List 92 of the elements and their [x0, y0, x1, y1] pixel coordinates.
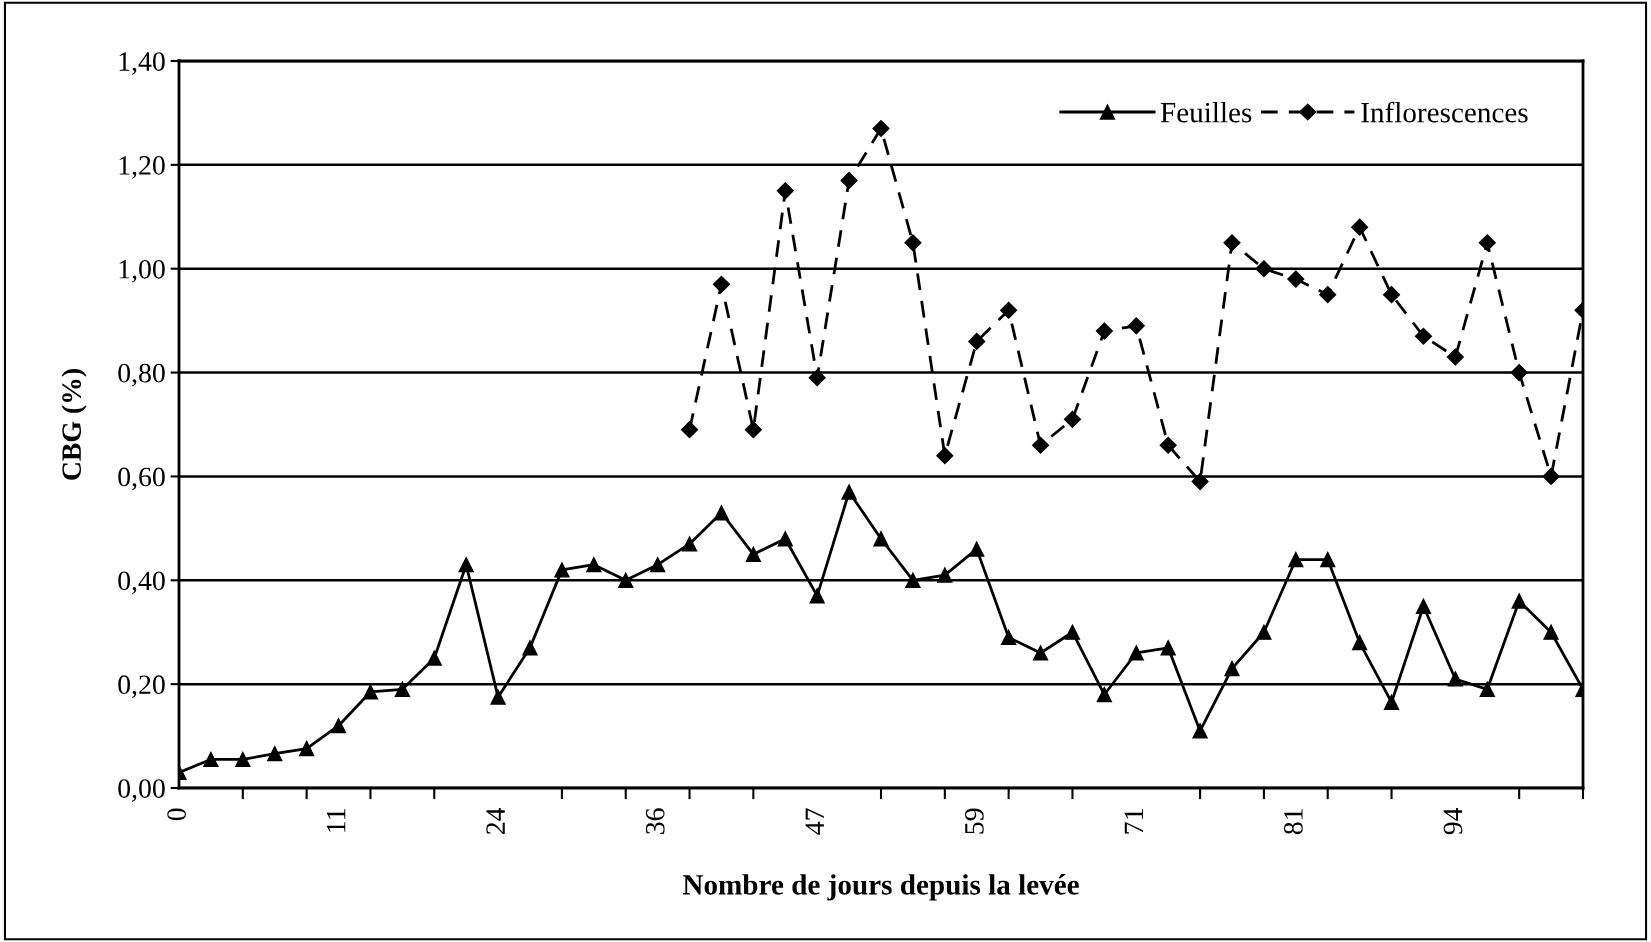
x-tick-label: 59 [965, 808, 984, 834]
y-tick-label: 1,00 [119, 259, 165, 283]
y-tick-label: 0,20 [118, 675, 165, 699]
x-tick-label: 81 [1284, 809, 1303, 835]
point [1287, 270, 1305, 288]
point [1031, 436, 1050, 454]
point [1191, 473, 1209, 491]
point [1032, 645, 1049, 661]
point [1095, 322, 1113, 340]
legend-label: Inflorescences [1361, 101, 1528, 123]
point [873, 531, 889, 547]
point [712, 275, 731, 293]
point [426, 650, 442, 666]
x-tick-label: 0 [167, 808, 186, 821]
point [1510, 364, 1528, 382]
y-tick-label: 0,40 [118, 571, 165, 595]
point [1414, 327, 1433, 345]
point [872, 119, 890, 138]
y-tick-label: 0,80 [118, 363, 165, 387]
point [713, 505, 730, 521]
x-tick-label: 11 [326, 809, 346, 832]
point [554, 562, 570, 578]
point [744, 421, 762, 439]
y-tick-label: 0,60 [118, 467, 165, 491]
point [1255, 260, 1273, 278]
x-tick-label: 47 [805, 808, 824, 835]
legend-label: Feuilles [1160, 101, 1252, 123]
point [1063, 410, 1082, 428]
point [394, 681, 411, 697]
y-tick-label: 1,40 [119, 52, 165, 75]
point [808, 369, 826, 387]
point [1160, 640, 1176, 656]
point [618, 572, 634, 588]
point [235, 751, 251, 768]
point [680, 421, 699, 439]
y-axis-title: CBG (%) [61, 369, 87, 480]
point [458, 557, 474, 573]
point [745, 546, 762, 562]
point [809, 588, 825, 604]
point [1320, 551, 1336, 568]
point [969, 541, 985, 557]
point [1096, 686, 1113, 703]
x-axis-title: Nombre de jours depuis la levée [682, 874, 1079, 901]
point [1446, 348, 1464, 366]
point [1223, 234, 1241, 252]
point [649, 557, 666, 573]
x-tick-label: 71 [1124, 809, 1143, 834]
point [1478, 234, 1496, 252]
point [1382, 286, 1401, 304]
point [586, 557, 602, 573]
point [840, 171, 858, 189]
point [1351, 634, 1368, 651]
point [1192, 723, 1208, 739]
point [1000, 629, 1017, 646]
point [1127, 317, 1145, 335]
point [1351, 218, 1369, 236]
x-tick-label: 94 [1443, 807, 1463, 835]
point [1000, 301, 1018, 319]
point [904, 234, 922, 252]
point [905, 572, 921, 588]
point [776, 182, 794, 200]
point [681, 536, 698, 552]
point [203, 751, 219, 768]
point [936, 447, 954, 465]
point [1224, 660, 1240, 677]
x-tick-label: 24 [486, 807, 505, 834]
point [1415, 598, 1432, 614]
y-tick-label: 0,00 [118, 779, 165, 802]
point [1542, 467, 1560, 485]
point [937, 567, 953, 583]
point [1447, 671, 1464, 687]
point [1064, 624, 1081, 640]
point [362, 684, 379, 700]
point [298, 740, 315, 757]
point [968, 332, 986, 350]
point [777, 531, 793, 547]
point [1511, 593, 1527, 609]
point [267, 746, 283, 762]
point [1159, 436, 1177, 454]
point [522, 640, 538, 656]
point [1383, 694, 1400, 710]
x-tick-label: 36 [645, 808, 665, 834]
point [330, 718, 347, 734]
point [1128, 645, 1144, 661]
point [1543, 624, 1559, 640]
point [1288, 551, 1304, 568]
point [841, 484, 857, 500]
point [1256, 624, 1272, 640]
point [490, 689, 506, 705]
point [1319, 286, 1337, 304]
point [1479, 681, 1495, 697]
y-tick-label: 1,20 [119, 156, 165, 179]
